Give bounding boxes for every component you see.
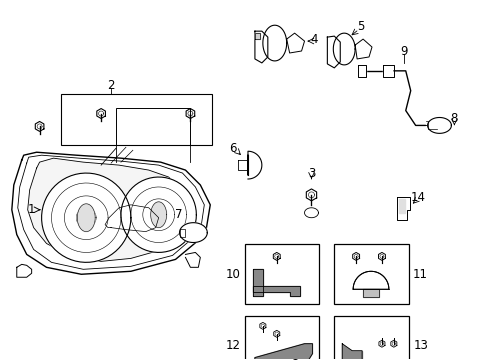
- Bar: [61, 94, 212, 145]
- Text: 4: 4: [310, 33, 318, 46]
- Polygon shape: [333, 33, 354, 65]
- Polygon shape: [254, 33, 259, 39]
- Polygon shape: [77, 204, 95, 231]
- Polygon shape: [105, 205, 158, 231]
- Polygon shape: [97, 109, 105, 118]
- Polygon shape: [352, 252, 359, 260]
- Polygon shape: [238, 160, 247, 170]
- Text: 11: 11: [412, 268, 427, 281]
- Bar: [244, 316, 319, 360]
- Polygon shape: [41, 173, 131, 262]
- Text: 13: 13: [412, 339, 427, 352]
- Polygon shape: [186, 109, 194, 118]
- Polygon shape: [273, 252, 280, 260]
- Polygon shape: [35, 121, 44, 131]
- Text: 6: 6: [229, 142, 236, 155]
- Polygon shape: [254, 31, 267, 63]
- Polygon shape: [342, 344, 388, 360]
- Text: 3: 3: [307, 167, 315, 180]
- Text: 14: 14: [410, 192, 425, 204]
- Polygon shape: [305, 189, 316, 201]
- Bar: [116, 108, 190, 145]
- Text: 10: 10: [225, 268, 240, 281]
- Bar: [334, 316, 408, 360]
- Polygon shape: [352, 271, 388, 289]
- Polygon shape: [354, 39, 371, 59]
- Polygon shape: [252, 286, 299, 296]
- Polygon shape: [252, 269, 263, 292]
- Polygon shape: [28, 158, 192, 261]
- Text: 12: 12: [225, 339, 240, 352]
- Polygon shape: [17, 264, 32, 277]
- Polygon shape: [378, 252, 385, 260]
- Polygon shape: [286, 33, 304, 53]
- Text: 9: 9: [399, 45, 407, 58]
- Polygon shape: [263, 25, 286, 61]
- Polygon shape: [357, 65, 366, 77]
- Polygon shape: [150, 202, 166, 228]
- Polygon shape: [179, 223, 207, 243]
- Polygon shape: [247, 151, 261, 179]
- Polygon shape: [185, 252, 200, 267]
- Polygon shape: [12, 152, 210, 274]
- Text: 2: 2: [107, 79, 115, 92]
- Polygon shape: [304, 208, 318, 218]
- Text: 8: 8: [450, 112, 457, 125]
- Polygon shape: [390, 340, 396, 347]
- Polygon shape: [121, 177, 196, 252]
- Bar: [334, 244, 408, 304]
- Polygon shape: [398, 199, 404, 213]
- Polygon shape: [254, 344, 312, 360]
- Polygon shape: [378, 340, 384, 347]
- Bar: [244, 244, 319, 304]
- Polygon shape: [382, 65, 393, 77]
- Text: 1: 1: [28, 203, 35, 216]
- Polygon shape: [326, 36, 340, 68]
- Polygon shape: [396, 197, 409, 220]
- Polygon shape: [259, 323, 265, 329]
- Polygon shape: [273, 330, 279, 337]
- Text: 5: 5: [357, 20, 364, 33]
- Polygon shape: [179, 229, 185, 237]
- Polygon shape: [427, 117, 450, 133]
- Text: 7: 7: [174, 208, 182, 221]
- Polygon shape: [362, 289, 378, 297]
